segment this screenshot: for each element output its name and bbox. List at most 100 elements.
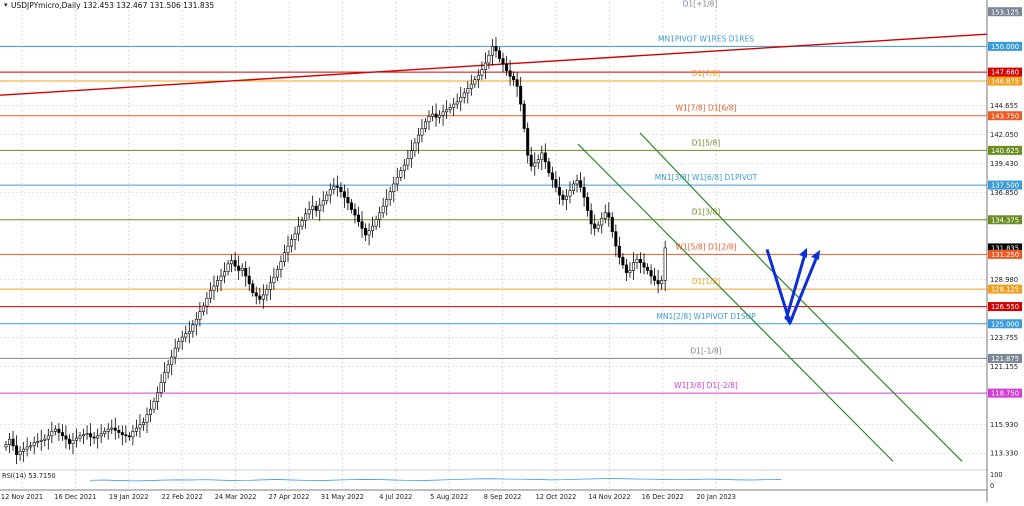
candle-body [624,264,628,274]
candle-body [540,152,544,160]
channel-upper-line[interactable] [764,263,963,462]
candle-body [293,233,297,240]
candle-body [237,265,241,271]
price-tick-label: 113.330 [990,450,1018,458]
price-tick-label: 128.980 [990,276,1018,284]
candle-body [230,260,234,265]
candle-body [53,428,57,432]
candle-body [201,305,205,312]
candle-body [25,446,29,450]
candle-body [332,185,336,190]
price-level-text: MN1[3/8] W1[6/8] D1PIVOT [655,173,758,182]
candle-body [170,356,174,366]
candle-body [279,261,283,270]
candle-body [561,194,565,200]
projection-arrows[interactable] [765,247,820,326]
projection-path[interactable] [784,253,807,321]
candle-body [339,186,343,193]
price-level-tag [988,243,1022,253]
candle-body [646,266,650,271]
candle-body [184,333,188,338]
candle-body [568,190,572,197]
price-level-text: D1[1/8] [692,277,721,286]
candle-body [494,46,498,52]
candle-body [57,428,61,433]
candle-body [364,228,368,236]
candle-body [191,324,195,332]
time-axis-label: 20 Jan 2023 [696,493,736,501]
candle-body [78,435,82,439]
candle-body [342,191,346,198]
candle-body [660,280,664,285]
candle-body [392,183,396,193]
trendline-rising-resistance[interactable] [0,33,988,96]
price-level-tag-label: 137.500 [991,182,1019,190]
time-axis-label: 24 Mar 2022 [215,493,257,501]
price-tick-label: 144.655 [990,102,1018,110]
rsi-scale-top: 100 [990,471,1003,479]
channel-upper-line[interactable] [639,132,766,265]
candle-body [96,435,100,439]
candle-body [466,88,470,94]
candle-body [335,185,339,188]
candle-body [166,364,170,373]
time-axis-label: 22 Feb 2022 [162,493,203,501]
price-level-tag-label: 147.680 [991,69,1019,77]
candle-body [638,259,642,264]
rsi-label: RSI(14) 53.7150 [2,472,56,480]
candle-body [286,245,290,254]
candle-body [356,214,360,222]
candle-body [180,336,184,342]
candle-body [156,392,160,402]
candle-body [346,196,350,204]
candle-body [64,435,68,440]
candle-body [275,269,279,278]
candle-body [18,451,22,455]
channel-lower-line[interactable] [577,143,894,462]
price-level-text: D1[+1/8] [683,0,718,9]
candle-body [529,154,533,167]
candle-body [431,113,435,117]
candle-body [187,331,191,335]
candle-body [11,438,15,447]
candle-body [441,111,445,116]
price-level-tag-label: 134.375 [991,216,1019,224]
price-level-tag-label: 131.835 [991,245,1019,253]
candle-body [318,204,322,211]
candle-body [536,159,540,164]
candle-body [300,220,304,227]
triangle-down-icon[interactable]: ▾ [4,1,8,9]
candle-body [459,97,463,103]
trendlines[interactable] [0,33,988,462]
candle-body [420,128,424,136]
candle-body [82,434,86,437]
candle-body [103,431,107,434]
candle-body [593,223,597,229]
candle-body [36,441,40,443]
price-level-tag [988,111,1022,121]
price-level-tag-label: 128.125 [991,286,1019,294]
candle-body [353,209,357,216]
price-level-labels: D1[+1/8] MN1PIVOT W1RES D1RES D1[7/8] W1[7/… [655,0,758,390]
candle-body [159,382,163,393]
price-level-text: W1[7/8] D1[6/8] [676,104,737,113]
time-axis-label: 31 May 2022 [321,493,364,501]
time-axis: 12 Nov 2021 16 Dec 2021 19 Jan 2022 22 Feb … [1,493,736,501]
candle-body [314,205,318,211]
price-level-tag [988,41,1022,51]
price-level-text: W1[5/8] D1[2/8] [676,242,737,251]
candle-body [173,347,177,358]
candle-body [219,275,223,281]
time-axis-label: 8 Sep 2022 [484,493,522,501]
candle-body [22,448,26,452]
candle-body [205,297,209,307]
candle-body [374,219,378,227]
candle-body [39,439,43,442]
candle-body [99,433,103,437]
candle-body [85,433,89,436]
time-axis-label: 14 Nov 2022 [588,493,630,501]
